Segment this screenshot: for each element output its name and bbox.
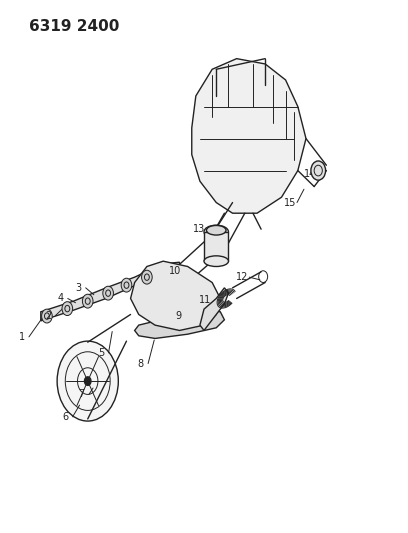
Text: 11: 11 [199, 295, 211, 304]
Text: 5: 5 [98, 348, 104, 358]
Circle shape [62, 302, 73, 316]
Text: 3: 3 [75, 283, 82, 293]
Text: 1: 1 [18, 332, 25, 342]
Text: 13: 13 [193, 224, 205, 234]
Circle shape [311, 161, 326, 180]
Text: 7: 7 [78, 390, 85, 399]
Polygon shape [131, 261, 220, 330]
Polygon shape [135, 309, 224, 338]
Circle shape [142, 270, 152, 284]
Text: 15: 15 [284, 198, 296, 207]
Ellipse shape [204, 225, 228, 239]
Circle shape [57, 341, 118, 421]
Ellipse shape [204, 256, 228, 266]
Polygon shape [192, 59, 306, 213]
Polygon shape [200, 288, 228, 330]
Text: 6319 2400: 6319 2400 [29, 19, 119, 34]
Circle shape [84, 377, 91, 385]
Text: 9: 9 [175, 311, 182, 321]
Text: 2: 2 [45, 311, 51, 320]
Polygon shape [41, 262, 180, 321]
Circle shape [103, 286, 113, 300]
Text: 12: 12 [236, 272, 248, 282]
Circle shape [42, 309, 52, 323]
Text: 10: 10 [169, 266, 182, 276]
Text: 4: 4 [57, 294, 64, 303]
Text: 14: 14 [304, 169, 316, 179]
Text: 6: 6 [62, 412, 69, 422]
Polygon shape [204, 232, 228, 261]
Ellipse shape [206, 225, 226, 235]
Circle shape [121, 278, 132, 292]
Text: 8: 8 [137, 359, 144, 368]
Circle shape [82, 294, 93, 308]
